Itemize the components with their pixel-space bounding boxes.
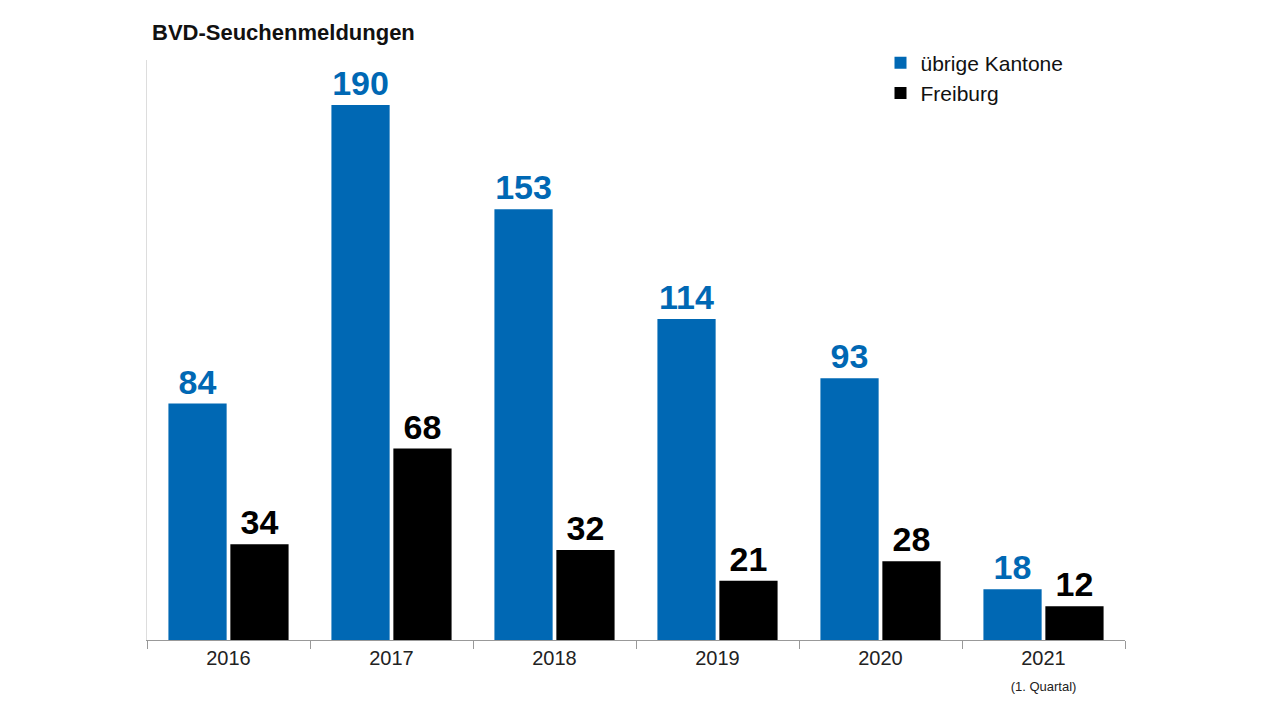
svg-text:2021(1. Quartal): 2021(1. Quartal) (1011, 647, 1077, 694)
svg-text:68: 68 (404, 408, 442, 446)
svg-text:28: 28 (893, 520, 931, 558)
svg-text:2019: 2019 (695, 647, 740, 669)
svg-text:84: 84 (179, 363, 217, 401)
svg-text:übrige Kantone: übrige Kantone (921, 52, 1063, 75)
svg-text:2020: 2020 (858, 647, 903, 669)
svg-text:93: 93 (831, 337, 869, 375)
svg-text:BVD-Seuchenmeldungen: BVD-Seuchenmeldungen (152, 20, 415, 45)
svg-text:190: 190 (332, 64, 389, 102)
svg-text:2017: 2017 (369, 647, 414, 669)
svg-text:32: 32 (567, 509, 605, 547)
svg-text:153: 153 (495, 168, 552, 206)
svg-text:18: 18 (994, 548, 1032, 586)
svg-text:114: 114 (659, 278, 714, 316)
svg-text:21: 21 (730, 540, 768, 578)
svg-text:2018: 2018 (532, 647, 577, 669)
svg-text:Freiburg: Freiburg (921, 82, 999, 105)
svg-text:12: 12 (1056, 565, 1094, 603)
svg-text:2016: 2016 (206, 647, 251, 669)
svg-text:34: 34 (241, 503, 279, 541)
